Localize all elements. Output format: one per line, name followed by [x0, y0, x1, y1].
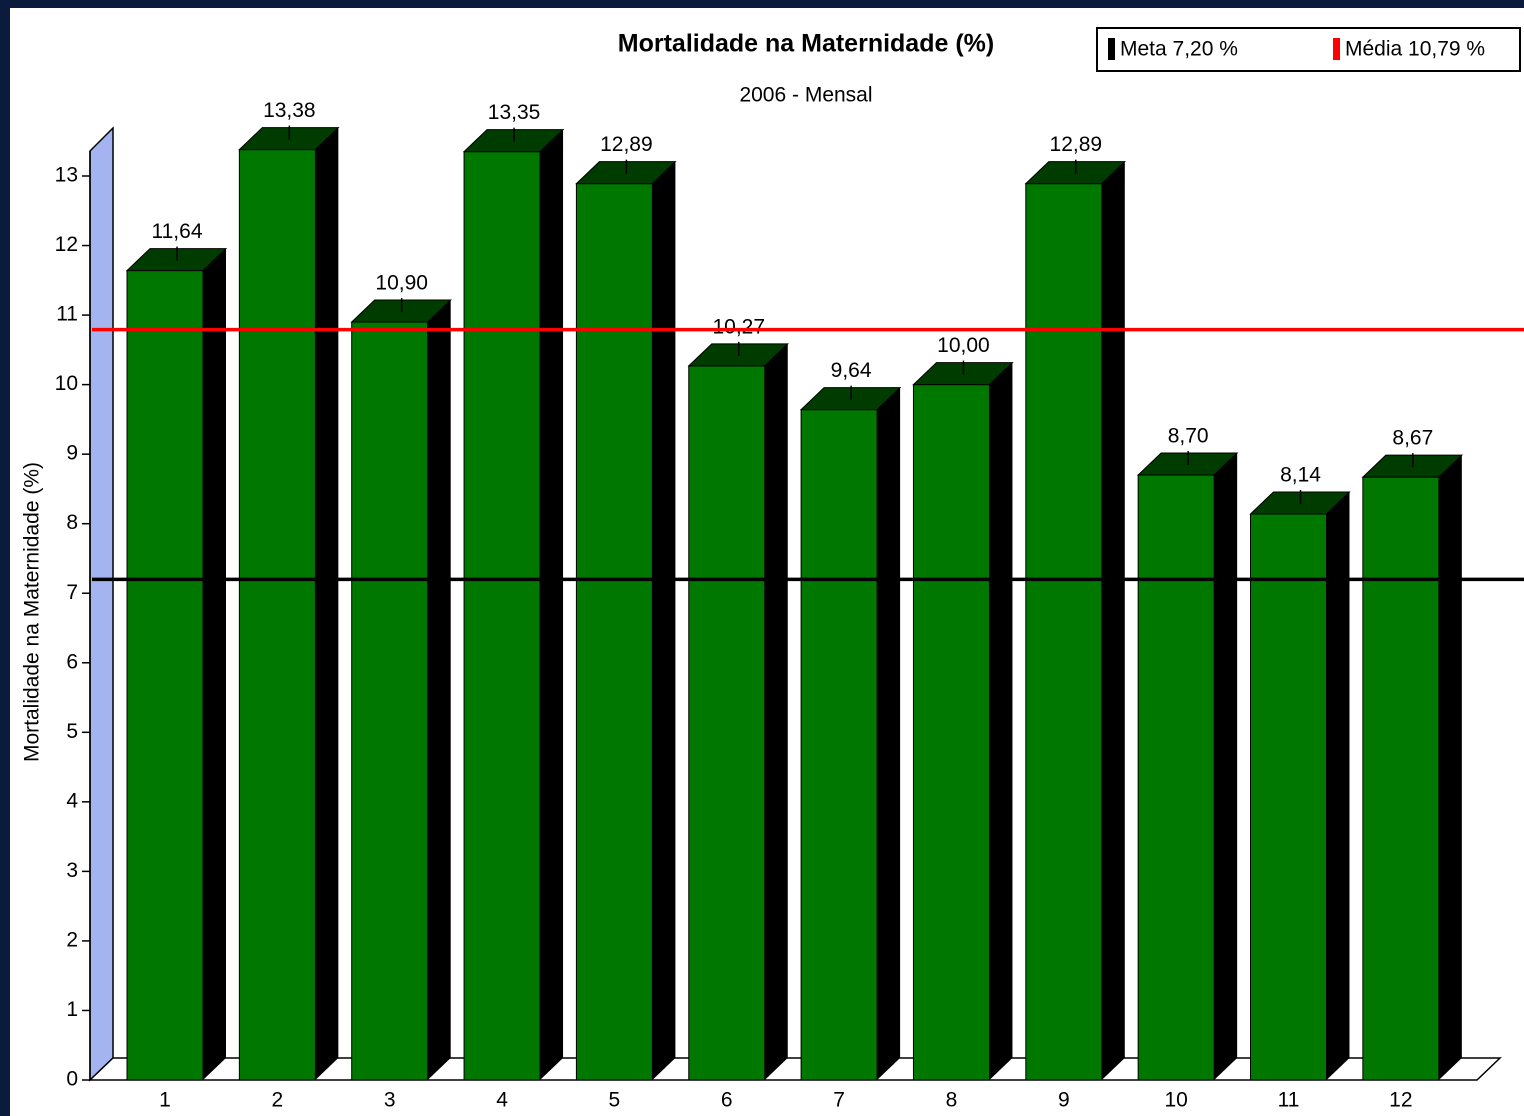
bar: [575, 183, 653, 1081]
bar-side: [764, 343, 788, 1081]
y-axis-label: Mortalidade na Maternidade (%): [21, 462, 44, 762]
y-tick-label: 9: [66, 442, 78, 465]
value-label: 13,35: [488, 101, 541, 124]
value-label: 10,27: [712, 315, 765, 338]
bar: [912, 384, 990, 1081]
value-label: 10,00: [937, 334, 990, 357]
y-tick-label: 4: [66, 789, 78, 812]
bar-side: [1214, 453, 1238, 1080]
bar-side: [315, 127, 339, 1081]
value-label: 12,89: [600, 133, 653, 156]
x-tick-label: 11: [1278, 1089, 1300, 1112]
legend-box: [1096, 27, 1521, 72]
y-tick-label: 12: [55, 233, 78, 256]
chart-subtitle: 2006 - Mensal: [739, 84, 872, 107]
legend-label: Média 10,79 %: [1345, 38, 1485, 61]
bar-side: [203, 248, 226, 1080]
bar: [351, 321, 429, 1081]
y-tick-label: 6: [66, 650, 78, 673]
y-tick-label: 0: [66, 1068, 78, 1091]
x-tick-label: 5: [609, 1089, 621, 1112]
bar: [1025, 183, 1103, 1081]
y-tick-label: 7: [66, 581, 78, 604]
bar-side: [1326, 491, 1350, 1080]
x-tick-label: 7: [833, 1089, 845, 1112]
x-tick-label: 2: [272, 1089, 284, 1112]
bar: [1137, 474, 1215, 1081]
bar-side: [1438, 455, 1462, 1080]
value-label: 8,70: [1168, 425, 1209, 448]
legend-swatch: [1333, 38, 1340, 60]
bar: [238, 149, 316, 1081]
bar-side: [652, 161, 676, 1080]
bar-side: [427, 300, 451, 1080]
x-tick-label: 6: [721, 1089, 733, 1112]
legend-label: Meta 7,20 %: [1120, 38, 1238, 61]
x-tick-label: 10: [1164, 1089, 1187, 1112]
bar: [688, 365, 766, 1081]
y-tick-label: 10: [55, 372, 78, 395]
value-label: 8,14: [1280, 464, 1321, 487]
bar: [1250, 513, 1327, 1081]
bar-side: [540, 129, 564, 1080]
legend-swatch: [1108, 38, 1115, 60]
x-tick-label: 4: [496, 1089, 508, 1112]
y-tick-label: 11: [56, 303, 78, 326]
value-label: 10,90: [375, 272, 428, 295]
value-label: 13,38: [263, 99, 316, 122]
value-label: 12,89: [1050, 133, 1103, 156]
y-tick-label: 13: [55, 164, 78, 187]
x-tick-label: 12: [1389, 1089, 1412, 1112]
side-wall: [89, 126, 114, 1082]
x-tick-label: 3: [384, 1089, 396, 1112]
x-tick-label: 1: [159, 1089, 171, 1112]
x-tick-label: 9: [1058, 1089, 1070, 1112]
bar: [800, 409, 878, 1081]
bar: [1362, 476, 1440, 1081]
bar: [463, 151, 541, 1081]
y-tick-label: 2: [66, 928, 78, 951]
value-label: 8,67: [1392, 427, 1433, 450]
y-tick-label: 8: [66, 511, 78, 534]
bar-side: [989, 362, 1013, 1081]
chart-title: Mortalidade na Maternidade (%): [618, 30, 994, 58]
bar: [126, 270, 204, 1081]
bar-side: [877, 387, 901, 1080]
y-tick-label: 1: [66, 998, 78, 1021]
y-tick-label: 5: [66, 720, 78, 743]
bar-side: [1101, 161, 1125, 1080]
y-tick-label: 3: [66, 859, 78, 882]
value-label: 9,64: [831, 359, 872, 382]
x-tick-label: 8: [946, 1089, 958, 1112]
value-label: 11,64: [152, 220, 203, 243]
